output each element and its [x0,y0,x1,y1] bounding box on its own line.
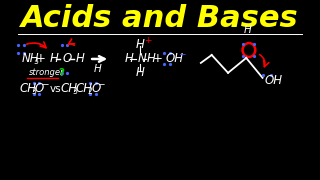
Text: H: H [135,66,144,79]
Text: +: + [144,36,151,45]
Text: H: H [94,64,101,74]
Text: −: − [41,79,49,88]
Text: H: H [49,52,58,66]
Text: N: N [137,52,146,66]
Text: H: H [244,25,251,35]
Text: CH: CH [19,82,36,95]
Text: CH: CH [76,82,93,95]
Text: NH: NH [22,52,40,66]
Text: OH: OH [165,52,184,66]
Text: ?: ? [58,68,64,78]
Text: CH: CH [60,82,77,95]
Text: H: H [76,52,84,66]
Text: O: O [91,82,100,95]
Text: H: H [135,38,144,51]
Text: OH: OH [264,74,283,87]
Text: H: H [146,52,155,66]
Text: 3: 3 [34,57,39,66]
Text: 3: 3 [31,87,36,96]
Text: 2: 2 [87,87,92,96]
Text: H: H [124,52,133,66]
Text: vs: vs [49,84,61,94]
Text: stronger: stronger [28,68,64,77]
Text: −: − [97,79,105,88]
Text: Acids and Bases: Acids and Bases [21,4,299,33]
Text: O: O [63,52,72,66]
Text: O: O [35,82,44,95]
Text: 3: 3 [72,87,77,96]
Text: +: + [152,52,162,66]
Text: −: − [178,50,186,59]
Text: +: + [35,52,45,66]
